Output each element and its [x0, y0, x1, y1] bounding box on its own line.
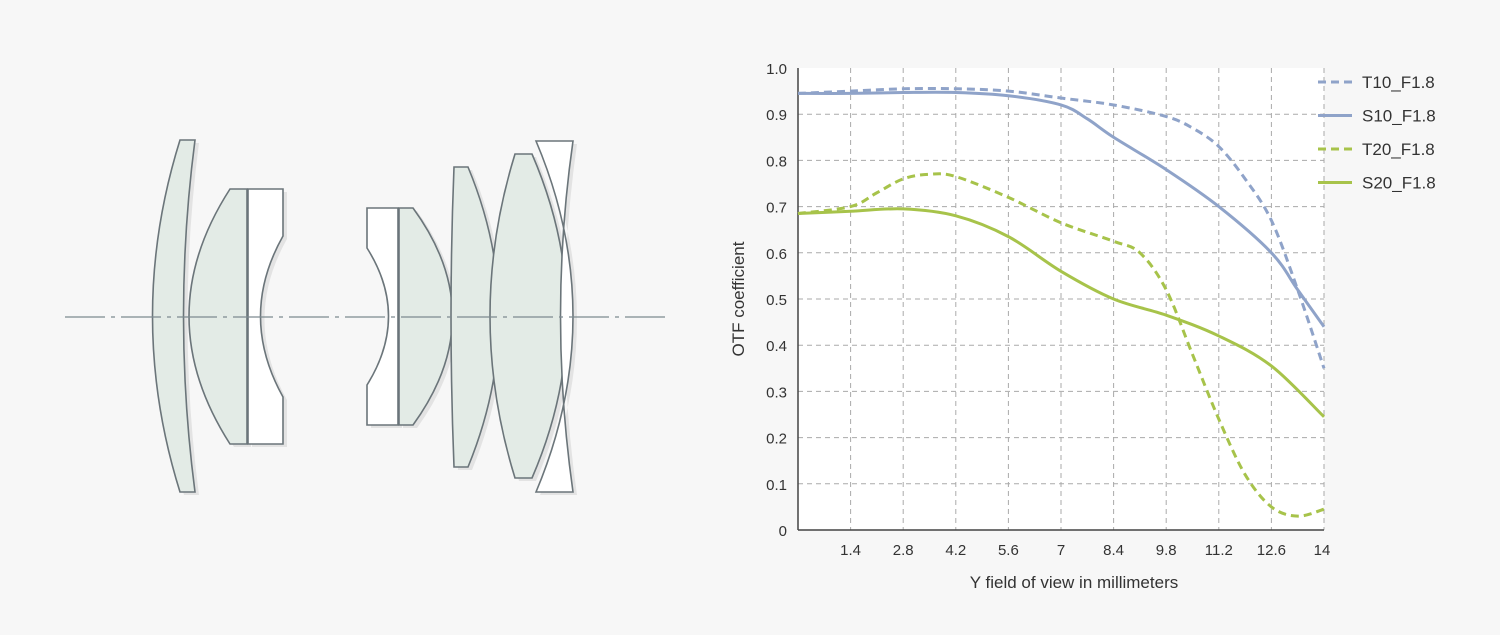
x-tick-label: 11.2 — [1205, 542, 1233, 559]
lens-element-1 — [151, 139, 196, 493]
series-line-t10_f1.8 — [797, 87, 1326, 369]
legend-label: S10_F1.8 — [1362, 107, 1436, 126]
x-tick-label: 5.6 — [998, 542, 1019, 559]
x-tick-label: 4.2 — [945, 542, 966, 559]
legend-label: S20_F1.8 — [1362, 174, 1436, 193]
x-tick-label: 1.4 — [840, 542, 861, 559]
x-axis-label: Y field of view in millimeters — [970, 573, 1178, 592]
y-tick-label: 0.6 — [766, 246, 787, 263]
legend: T10_F1.8 S10_F1.8 T20_F1.8 S20_F1.8 — [1318, 73, 1436, 193]
lens-diagram — [65, 139, 665, 495]
legend-label: T20_F1.8 — [1362, 140, 1435, 159]
lens-element-8 — [534, 140, 574, 493]
x-tick-label: 14 — [1314, 542, 1331, 559]
series-line-s20_f1.8 — [797, 207, 1326, 418]
y-axis-label: OTF coefficient — [729, 241, 748, 356]
y-tick-label: 0.2 — [766, 431, 787, 448]
lens-element-3 — [247, 188, 284, 445]
series-line-s10_f1.8 — [797, 90, 1326, 328]
lens-element-2 — [188, 188, 248, 445]
y-tick-label: 0 — [779, 523, 787, 540]
x-tick-label: 9.8 — [1156, 542, 1177, 559]
y-tick-label: 0.3 — [766, 384, 787, 401]
lens-element-7 — [489, 153, 568, 479]
y-tick-label: 0.5 — [766, 292, 787, 309]
y-tick-label: 1.0 — [766, 61, 787, 78]
x-tick-label: 8.4 — [1103, 542, 1124, 559]
y-tick-label: 0.4 — [766, 338, 787, 355]
legend-label: T10_F1.8 — [1362, 73, 1435, 92]
x-tick-label: 12.6 — [1257, 542, 1286, 559]
y-tick-label: 0.1 — [766, 477, 787, 494]
x-tick-label: 2.8 — [893, 542, 914, 559]
y-tick-label: 0.8 — [766, 153, 787, 170]
lens-element-4 — [366, 207, 399, 426]
y-tick-label: 0.9 — [766, 107, 787, 124]
y-tick-label: 0.7 — [766, 200, 787, 217]
x-tick-label: 7 — [1057, 542, 1065, 559]
series-line-t20_f1.8 — [797, 172, 1325, 518]
